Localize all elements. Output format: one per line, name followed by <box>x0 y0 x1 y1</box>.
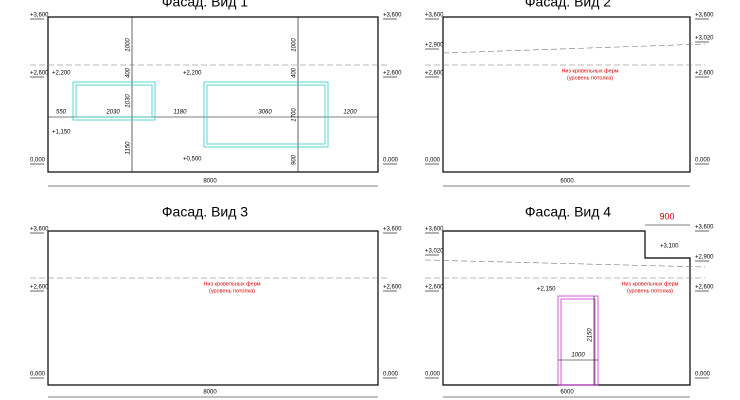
level-label: +2,600 <box>30 285 49 291</box>
elevation-mark: +2,150 <box>537 287 556 293</box>
dimension-label: 1000 <box>571 353 585 359</box>
level-label: +3,600 <box>383 13 402 19</box>
window <box>206 84 326 145</box>
dimension-label: 1000 <box>126 38 132 52</box>
wall-outline <box>442 16 691 173</box>
dimension-label: 1200 <box>343 110 357 116</box>
ceiling-note: Низ кровельных ферм <box>203 281 260 287</box>
level-label: +3,600 <box>383 227 402 233</box>
wall-outline <box>442 230 691 386</box>
level-label: +2,600 <box>695 285 714 291</box>
level-label: +3,600 <box>30 13 49 19</box>
level-label: 0,000 <box>695 158 711 164</box>
elevation-mark: 900 <box>659 211 674 221</box>
roof-line <box>442 43 706 54</box>
level-label: +2,600 <box>383 285 402 291</box>
dimension-label: 2030 <box>105 110 120 116</box>
view-title: Фасад. Вид 4 <box>525 204 611 220</box>
dimension-label: 2150 <box>588 328 594 343</box>
dimension-label: 3060 <box>258 110 272 116</box>
dimension-label: 400 <box>292 67 298 78</box>
level-label: +2,900 <box>695 255 714 261</box>
level-label: 0,000 <box>425 158 441 164</box>
dimension-label: 6000 <box>560 179 574 185</box>
level-label: +3,020 <box>695 36 714 42</box>
elevation-mark: +1,150 <box>52 130 71 136</box>
level-label: 0,000 <box>30 158 46 164</box>
ceiling-note: (уровень потолка) <box>627 288 673 294</box>
level-label: +3,600 <box>30 227 49 233</box>
level-label: +2,600 <box>695 71 714 77</box>
ceiling-note: Низ кровельных ферм <box>621 281 678 287</box>
level-label: +3,020 <box>425 249 444 255</box>
roof-line <box>424 259 706 268</box>
dimension-label: 8000 <box>203 390 217 396</box>
level-label: +2,600 <box>383 71 402 77</box>
level-label: +3,600 <box>695 225 714 231</box>
level-label: 0,000 <box>383 372 399 378</box>
dimension-label: 1700 <box>292 108 298 122</box>
dimension-label: 550 <box>56 110 67 116</box>
elevation-mark: +2,200 <box>52 71 71 77</box>
dimension-label: 8000 <box>203 179 217 185</box>
elevation-mark: +0,500 <box>183 157 202 163</box>
wall-outline <box>47 230 379 386</box>
ceiling-note: (уровень потолка) <box>209 288 255 294</box>
dimension-label: 6000 <box>560 390 574 396</box>
level-label: 0,000 <box>695 372 711 378</box>
level-label: 0,000 <box>425 372 441 378</box>
level-label: +2,600 <box>425 71 444 77</box>
dimension-label: 400 <box>126 67 132 78</box>
door <box>560 298 596 386</box>
level-label: 0,000 <box>30 372 46 378</box>
ceiling-note: Низ кровельных ферм <box>561 68 618 74</box>
dimension-label: 1030 <box>126 94 132 108</box>
level-label: +2,600 <box>30 71 49 77</box>
window <box>203 81 329 148</box>
dimension-label: 1150 <box>126 141 132 155</box>
elevation-mark: +3,100 <box>660 244 679 250</box>
window <box>72 81 156 121</box>
elevation-mark: +2,200 <box>183 71 202 77</box>
view-title: Фасад. Вид 3 <box>162 204 248 220</box>
view-title: Фасад. Вид 2 <box>525 0 611 10</box>
window <box>75 84 153 118</box>
level-label: +3,600 <box>425 13 444 19</box>
level-label: +3,600 <box>695 13 714 19</box>
level-label: +3,600 <box>425 227 444 233</box>
level-label: 0,000 <box>383 158 399 164</box>
dimension-label: 1180 <box>174 110 188 116</box>
dimension-label: 900 <box>292 154 298 165</box>
level-label: +2,600 <box>425 285 444 291</box>
view-title: Фасад. Вид 1 <box>162 0 248 10</box>
dimension-label: 1000 <box>292 38 298 52</box>
ceiling-note: (уровень потолка) <box>567 75 613 81</box>
wall-outline <box>47 16 379 173</box>
level-label: +2,900 <box>425 43 444 49</box>
